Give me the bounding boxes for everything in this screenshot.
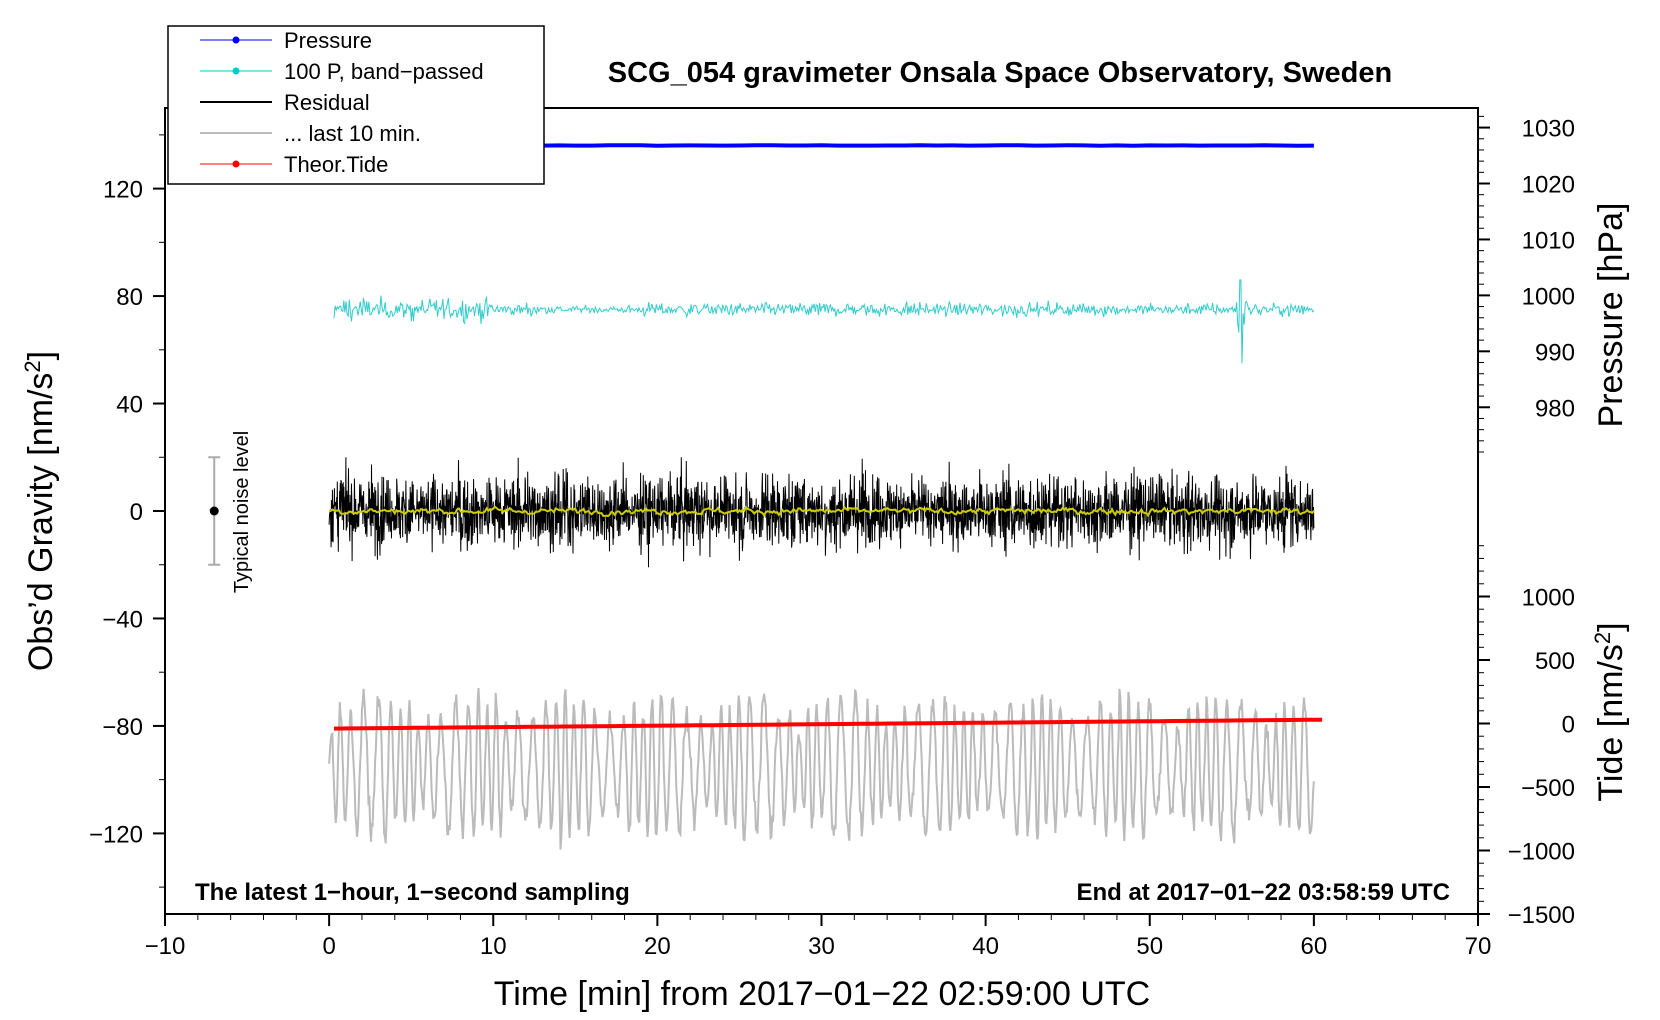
tide-tick-label: 1000 <box>1522 585 1575 612</box>
y-axis-label-gravity: Obs’d Gravity [nm/s2] <box>20 351 60 671</box>
y-tick-label: −40 <box>102 606 143 633</box>
noise-center-dot <box>209 506 219 516</box>
legend-label: Pressure <box>284 28 372 53</box>
legend-label: 100 P, band−passed <box>284 59 484 84</box>
legend-box <box>167 25 545 185</box>
pressure-tick-label: 980 <box>1535 395 1575 422</box>
legend-item: Theor.Tide <box>200 152 388 177</box>
legend-label: ... last 10 min. <box>284 121 421 146</box>
x-tick-label: 60 <box>1301 933 1328 960</box>
tide-tick-label: −500 <box>1521 775 1575 802</box>
chart-title: SCG_054 gravimeter Onsala Space Observat… <box>608 57 1392 89</box>
pressure-tick-label: 1000 <box>1522 283 1575 310</box>
tide-tick-label: 500 <box>1535 648 1575 675</box>
tide-tick-label: −1500 <box>1508 902 1575 929</box>
x-tick-label: −10 <box>145 933 186 960</box>
legend: Pressure 100 P, band−passed Residual ... la… <box>167 25 545 185</box>
y-axis-pressure: 980 990 1000 1010 1020 1030 <box>1478 116 1575 453</box>
y-axis-tide: −1500 −1000 −500 0 500 1000 <box>1478 545 1575 929</box>
y-tick-label: 40 <box>116 392 143 419</box>
legend-item: Residual <box>200 90 370 115</box>
pressure-tick-label: 1010 <box>1522 227 1575 254</box>
x-axis-label: Time [min] from 2017−01−22 02:59:00 UTC <box>494 975 1150 1013</box>
x-tick-label: 30 <box>808 933 835 960</box>
note-left: The latest 1−hour, 1−second sampling <box>195 879 630 906</box>
legend-marker <box>232 67 240 75</box>
series-line-band-passed <box>333 279 1315 364</box>
series-line-last-10-min <box>328 688 1315 850</box>
x-tick-label: 40 <box>972 933 999 960</box>
y-tick-label: −120 <box>89 821 143 848</box>
noise-label: Typical noise level <box>231 431 253 593</box>
series-layer <box>328 143 1323 850</box>
pressure-tick-label: 1030 <box>1522 116 1575 143</box>
series-line-residual <box>328 457 1315 568</box>
legend-item: 100 P, band−passed <box>200 59 484 84</box>
series-line-residual-smoothed <box>328 505 1315 518</box>
x-tick-label: 50 <box>1136 933 1163 960</box>
y-axis-label-pressure: Pressure [hPa] <box>1592 203 1630 428</box>
pressure-tick-label: 990 <box>1535 339 1575 366</box>
x-tick-label: 10 <box>480 933 507 960</box>
tide-tick-label: −1000 <box>1508 839 1575 866</box>
tide-tick-label: 0 <box>1562 712 1575 739</box>
legend-label: Theor.Tide <box>284 152 388 177</box>
legend-marker <box>232 36 240 44</box>
y-tick-label: 0 <box>130 499 143 526</box>
y-tick-label: 120 <box>103 177 143 204</box>
y-tick-label: 80 <box>116 284 143 311</box>
noise-level-indicator: Typical noise level <box>208 431 253 593</box>
legend-item: ... last 10 min. <box>200 121 421 146</box>
x-tick-label: 0 <box>322 933 335 960</box>
pressure-tick-label: 1020 <box>1522 172 1575 199</box>
x-tick-label: 70 <box>1465 933 1492 960</box>
legend-item: Pressure <box>200 28 372 53</box>
series-line-theor-tide <box>333 717 1323 731</box>
legend-marker <box>232 160 240 168</box>
legend-label: Residual <box>284 90 370 115</box>
y-axis-gravity: −120 −80 −40 0 40 80 120 <box>89 134 165 888</box>
y-axis-label-tide: Tide [nm/s2] <box>1590 622 1630 801</box>
x-axis: −10 0 10 20 30 40 50 60 70 <box>145 914 1492 960</box>
x-tick-label: 20 <box>644 933 671 960</box>
y-tick-label: −80 <box>102 714 143 741</box>
note-right: End at 2017−01−22 03:58:59 UTC <box>1076 879 1450 906</box>
